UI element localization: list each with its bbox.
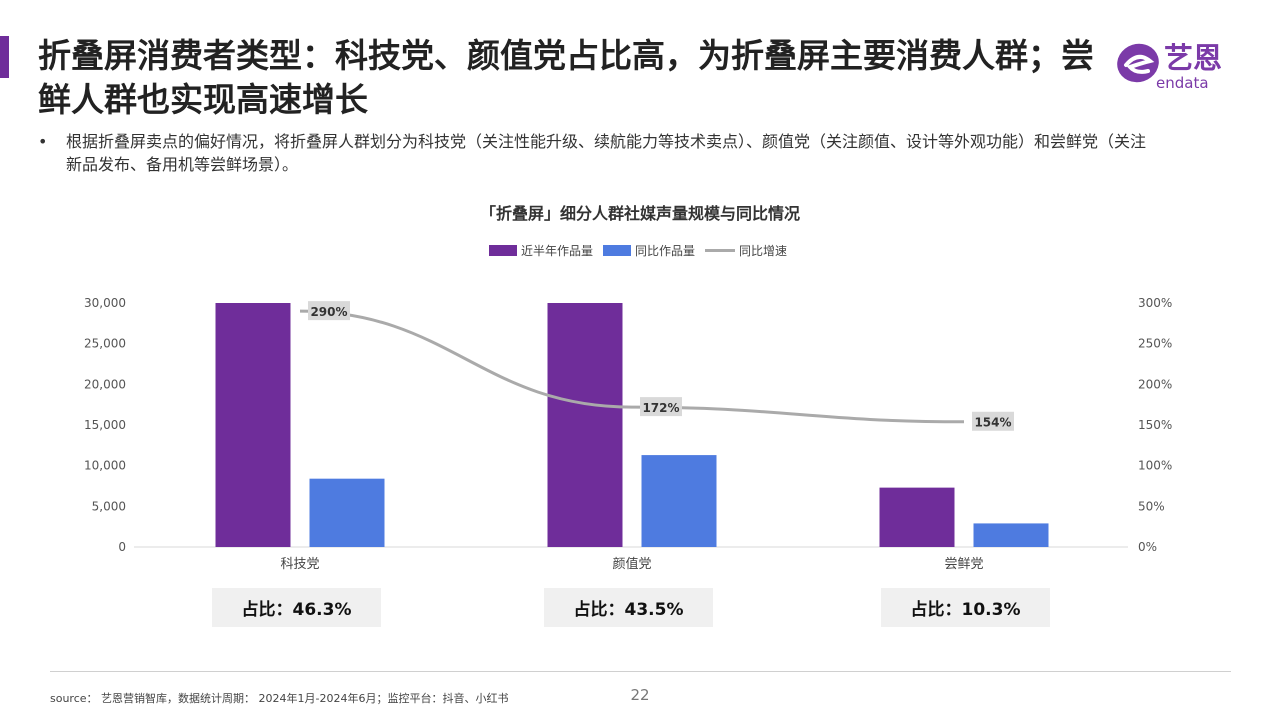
page-number: 22	[630, 686, 650, 704]
y-right-tick-label: 200%	[1138, 377, 1172, 391]
footer-divider	[50, 671, 1231, 672]
y-left-tick-label: 25,000	[84, 337, 126, 351]
chart-title: 「折叠屏」细分人群社媒声量规模与同比情况	[479, 204, 800, 223]
legend-label-growth: 同比增速	[739, 244, 788, 258]
share-box-novelty: 占比：10.3%	[881, 588, 1050, 627]
bar-recent-volume	[879, 487, 955, 547]
title-accent-bar	[0, 36, 9, 78]
x-category-label: 科技党	[280, 557, 319, 572]
growth-label-bg	[640, 397, 682, 417]
growth-label-bg	[308, 301, 350, 321]
legend-swatch-recent	[488, 245, 517, 256]
bar-line-chart: 0 5,000 10,000 15,000 20,000 25,000 30,000 0% 50…	[84, 296, 1172, 572]
endata-logo: 艺恩 endata	[1117, 41, 1222, 92]
growth-rate-line	[299, 309, 965, 424]
chart-legend: 近半年作品量 同比作品量 同比增速	[0, 242, 1280, 259]
y-right-tick-label: 150%	[1138, 418, 1172, 432]
bar-recent-volume	[547, 303, 623, 547]
y-right-tick-label: 100%	[1138, 459, 1172, 473]
growth-data-label: 154%	[974, 416, 1011, 430]
y-left-tick-label: 20,000	[84, 377, 126, 391]
legend-item-recent: 近半年作品量	[488, 242, 593, 259]
share-box-looks: 占比：43.5%	[544, 588, 713, 627]
y-left-tick-label: 5,000	[92, 499, 126, 513]
bar-yoy-volume	[309, 478, 385, 547]
x-category-label: 尝鲜党	[944, 557, 983, 572]
source-note: source： 艺恩营销智库，数据统计周期： 2024年1月-2024年6月；监…	[50, 692, 509, 705]
growth-data-label: 172%	[642, 401, 679, 415]
y-right-tick-label: 250%	[1138, 337, 1172, 351]
y-left-tick-label: 30,000	[84, 296, 126, 310]
legend-item-growth: 同比增速	[705, 242, 787, 259]
bar-recent-volume	[215, 303, 291, 547]
bar-yoy-volume	[973, 523, 1049, 547]
legend-label-yoy-volume: 同比作品量	[634, 244, 695, 258]
legend-label-recent: 近半年作品量	[520, 244, 593, 258]
growth-label-bg	[972, 411, 1014, 431]
description-bullet: • 根据折叠屏卖点的偏好情况，将折叠屏人群划分为科技党（关注性能升级、续航能力等…	[38, 130, 1148, 176]
bar-yoy-volume	[641, 455, 717, 547]
y-right-tick-label: 300%	[1138, 296, 1172, 310]
logo-text-en: endata	[1156, 74, 1209, 92]
legend-item-yoy-volume: 同比作品量	[602, 242, 695, 259]
y-right-tick-label: 0%	[1138, 540, 1157, 554]
y-left-tick-label: 0	[118, 540, 126, 554]
logo-text-cn: 艺恩	[1164, 41, 1222, 75]
x-category-label: 颜值党	[612, 556, 651, 572]
bullet-text: 根据折叠屏卖点的偏好情况，将折叠屏人群划分为科技党（关注性能升级、续航能力等技术…	[66, 132, 1147, 174]
legend-swatch-growth	[705, 249, 735, 252]
legend-swatch-yoy-volume	[602, 245, 631, 256]
page-title: 折叠屏消费者类型：科技党、颜值党占比高，为折叠屏主要消费人群；尝鲜人群也实现高速…	[38, 36, 1094, 119]
growth-data-label: 290%	[310, 305, 347, 319]
y-left-tick-label: 10,000	[84, 459, 126, 473]
bullet-marker: •	[38, 132, 48, 151]
y-right-tick-label: 50%	[1138, 499, 1165, 513]
y-left-tick-label: 15,000	[84, 418, 126, 432]
share-box-tech: 占比：46.3%	[212, 588, 381, 627]
